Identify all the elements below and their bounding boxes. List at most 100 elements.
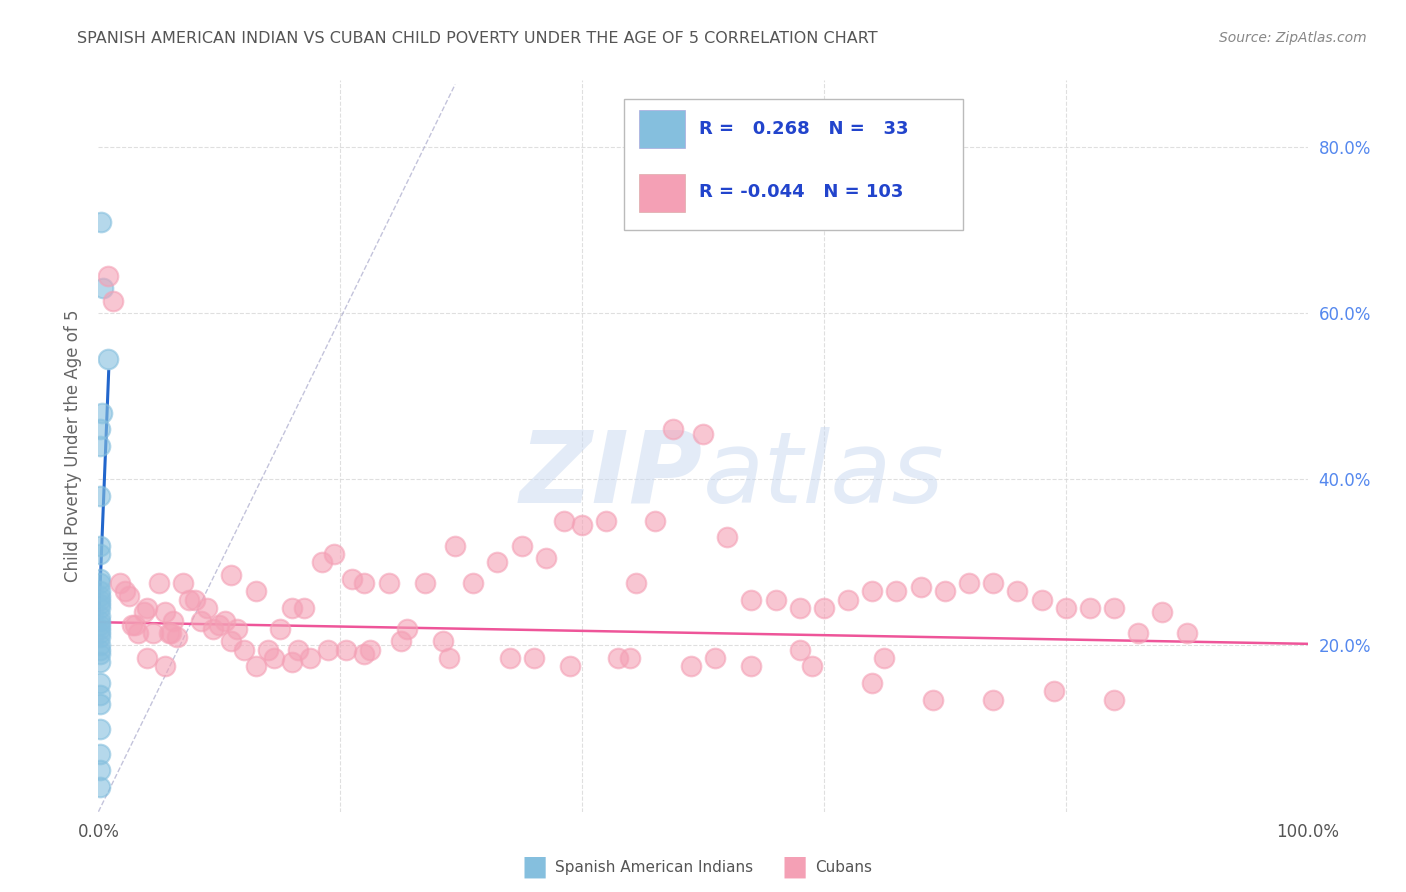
Point (1031, 592, 1053, 607)
Text: atlas: atlas (703, 426, 945, 524)
Point (886, 584, 908, 599)
Point (89, 601, 111, 615)
Point (353, 647, 375, 661)
Point (89, 617, 111, 632)
Point (510, 539, 533, 553)
Point (360, 642, 382, 657)
Point (716, 530, 738, 544)
Text: Spanish American Indians: Spanish American Indians (555, 860, 754, 874)
Point (740, 659, 762, 673)
Text: R = -0.044   N = 103: R = -0.044 N = 103 (699, 183, 904, 202)
Point (89, 584, 111, 599)
Point (571, 518, 593, 533)
Point (661, 422, 683, 436)
Point (323, 547, 346, 561)
Point (208, 617, 231, 632)
Point (740, 592, 762, 607)
Point (172, 576, 194, 591)
Point (89, 609, 111, 624)
Point (245, 584, 267, 599)
Point (124, 617, 146, 632)
Point (101, 293, 124, 308)
Point (153, 605, 176, 619)
FancyBboxPatch shape (638, 174, 685, 212)
Point (214, 614, 236, 628)
Point (91, 281, 114, 295)
Point (287, 642, 309, 657)
Point (232, 642, 254, 657)
Point (121, 617, 143, 632)
Point (553, 514, 575, 528)
Point (910, 580, 932, 594)
Point (437, 651, 460, 665)
Text: ■: ■ (522, 853, 547, 881)
Point (1078, 601, 1101, 615)
Point (108, 576, 131, 591)
FancyBboxPatch shape (638, 111, 685, 148)
Point (1007, 584, 1029, 599)
Point (377, 576, 399, 591)
Point (89, 489, 111, 503)
Point (89, 439, 111, 453)
Point (934, 584, 956, 599)
Point (444, 539, 467, 553)
Point (534, 551, 557, 566)
Point (281, 655, 304, 669)
Point (498, 651, 520, 665)
Point (813, 601, 835, 615)
Point (90, 214, 112, 228)
Point (523, 651, 546, 665)
Point (395, 622, 418, 636)
Point (619, 651, 641, 665)
Point (607, 651, 630, 665)
Point (89, 655, 111, 669)
Point (837, 592, 859, 607)
Point (114, 584, 136, 599)
Point (89, 722, 111, 736)
Point (335, 642, 357, 657)
Point (1102, 692, 1125, 706)
Point (89, 780, 111, 794)
Point (316, 642, 339, 657)
Point (1152, 605, 1174, 619)
Text: Source: ZipAtlas.com: Source: ZipAtlas.com (1219, 31, 1367, 45)
Point (89, 592, 111, 607)
Point (89, 642, 111, 657)
Point (184, 592, 207, 607)
Point (281, 601, 304, 615)
Point (692, 426, 714, 441)
Point (134, 605, 156, 619)
Point (1128, 626, 1150, 640)
Point (89, 630, 111, 644)
Point (153, 659, 176, 673)
Point (292, 601, 315, 615)
Point (162, 614, 184, 628)
Point (89, 763, 111, 777)
Point (179, 592, 201, 607)
Point (704, 651, 727, 665)
Point (127, 626, 149, 640)
Point (256, 642, 278, 657)
Point (89, 647, 111, 661)
Point (873, 651, 896, 665)
Point (190, 614, 212, 628)
Point (91, 406, 114, 420)
Point (195, 601, 218, 615)
Y-axis label: Child Poverty Under the Age of 5: Child Poverty Under the Age of 5 (63, 310, 82, 582)
Text: Cubans: Cubans (815, 860, 873, 874)
Point (89, 597, 111, 611)
Point (765, 592, 787, 607)
FancyBboxPatch shape (624, 99, 963, 230)
Point (97, 268, 120, 283)
Point (1054, 601, 1077, 615)
Point (118, 589, 141, 603)
Point (299, 651, 322, 665)
Text: R =   0.268   N =   33: R = 0.268 N = 33 (699, 120, 908, 138)
Point (957, 576, 980, 591)
Text: ZIP: ZIP (520, 426, 703, 524)
Text: SPANISH AMERICAN INDIAN VS CUBAN CHILD POVERTY UNDER THE AGE OF 5 CORRELATION CH: SPANISH AMERICAN INDIAN VS CUBAN CHILD P… (77, 31, 877, 46)
Point (166, 630, 188, 644)
Point (89, 539, 111, 553)
Point (89, 614, 111, 628)
Point (89, 689, 111, 703)
